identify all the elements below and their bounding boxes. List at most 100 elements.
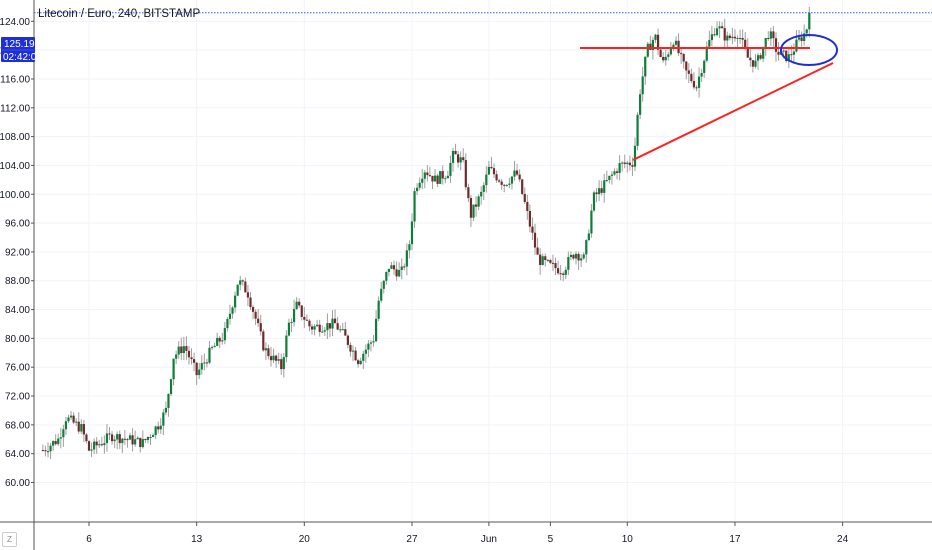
candle-down — [556, 268, 560, 274]
y-tick-label: 60.00 — [5, 478, 30, 489]
candle-up — [374, 318, 378, 342]
candle-down — [126, 439, 129, 441]
x-tick-label: 27 — [406, 534, 418, 545]
x-tick-label: 20 — [299, 534, 311, 545]
candle-down — [746, 48, 749, 58]
candle-down — [623, 162, 626, 165]
candle-down — [777, 51, 780, 55]
candle-up — [351, 350, 355, 352]
candle-up — [764, 37, 767, 47]
candle-up — [159, 425, 162, 430]
candle-up — [141, 439, 144, 448]
candle-up — [264, 348, 267, 351]
candle-up — [382, 280, 385, 289]
candle-up — [585, 240, 588, 255]
candle-up — [641, 76, 644, 95]
candle-down — [251, 307, 255, 312]
candle-up — [69, 415, 73, 418]
candle-down — [108, 433, 111, 435]
candle-up — [405, 250, 408, 267]
candle-up — [621, 162, 624, 164]
candle-up — [672, 44, 675, 49]
y-tick-label: 112.00 — [0, 103, 30, 114]
candle-down — [533, 232, 537, 248]
candle-up — [541, 256, 544, 265]
candle-up — [80, 424, 83, 432]
candle-down — [631, 165, 634, 167]
candle-down — [85, 434, 88, 442]
candle-down — [539, 254, 542, 265]
candle-down — [615, 171, 619, 173]
candle-down — [721, 26, 724, 29]
candle-up — [756, 55, 760, 61]
candle-down — [262, 331, 265, 351]
candle-up — [226, 318, 229, 329]
candle-down — [257, 318, 260, 324]
candle-down — [205, 362, 209, 364]
candle-up — [510, 176, 514, 184]
y-tick-label: 80.00 — [5, 334, 30, 345]
candle-up — [710, 34, 713, 41]
candle-up — [574, 253, 578, 259]
candle-down — [280, 359, 283, 370]
candle-up — [234, 295, 237, 308]
candle-up — [446, 175, 449, 179]
candle-up — [295, 301, 298, 310]
candle-down — [344, 329, 347, 336]
candle-down — [733, 36, 737, 39]
candle-up — [326, 323, 329, 331]
chart-grid — [34, 0, 932, 522]
candle-down — [454, 150, 457, 155]
candle-up — [121, 438, 124, 444]
candle-down — [431, 175, 434, 182]
candle-down — [118, 434, 121, 444]
candle-down — [244, 281, 247, 293]
candle-down — [131, 435, 134, 445]
candle-up — [418, 182, 421, 188]
candle-up — [782, 50, 785, 52]
candle-down — [500, 181, 503, 185]
candle-down — [187, 350, 191, 358]
candle-down — [180, 346, 183, 354]
candle-down — [680, 53, 683, 55]
candle-up — [149, 436, 152, 438]
candle-up — [736, 38, 739, 40]
candle-down — [690, 73, 693, 82]
candle-up — [613, 171, 616, 175]
candle-up — [362, 353, 365, 361]
candle-up — [341, 329, 344, 331]
candle-down — [82, 424, 85, 435]
candle-down — [44, 450, 47, 452]
candle-up — [175, 354, 178, 359]
candle-up — [105, 433, 109, 444]
candle-up — [667, 54, 670, 57]
candle-down — [426, 172, 429, 176]
candle-up — [49, 445, 52, 452]
candle-up — [313, 326, 316, 330]
y-tick-label: 84.00 — [5, 305, 30, 316]
candle-up — [162, 412, 165, 426]
time-axis[interactable]: 6 13 20 27 Jun 5 10 17 24 — [0, 521, 932, 545]
price-axis[interactable]: 60.00 64.00 68.00 72.00 76.00 80.00 84.00 88.00… — [0, 0, 35, 550]
candle-down — [656, 34, 660, 50]
candle-up — [177, 346, 180, 355]
y-tick-label: 108.00 — [0, 132, 30, 143]
y-tick-label: 64.00 — [5, 449, 30, 460]
candle-up — [654, 34, 657, 40]
candle-down — [269, 356, 273, 361]
candle-up — [580, 258, 583, 261]
candle-up — [664, 56, 667, 61]
z-button[interactable]: Z — [2, 532, 17, 547]
candle-down — [72, 415, 75, 423]
candle-up — [390, 265, 393, 269]
candle-down — [144, 439, 147, 441]
drawing-annotations — [580, 34, 838, 161]
candle-down — [246, 292, 250, 298]
candle-down — [526, 202, 529, 211]
candle-up — [364, 349, 367, 354]
candle-up — [590, 210, 593, 234]
candle-up — [236, 284, 239, 296]
candle-down — [682, 53, 685, 62]
candle-down — [303, 316, 306, 320]
